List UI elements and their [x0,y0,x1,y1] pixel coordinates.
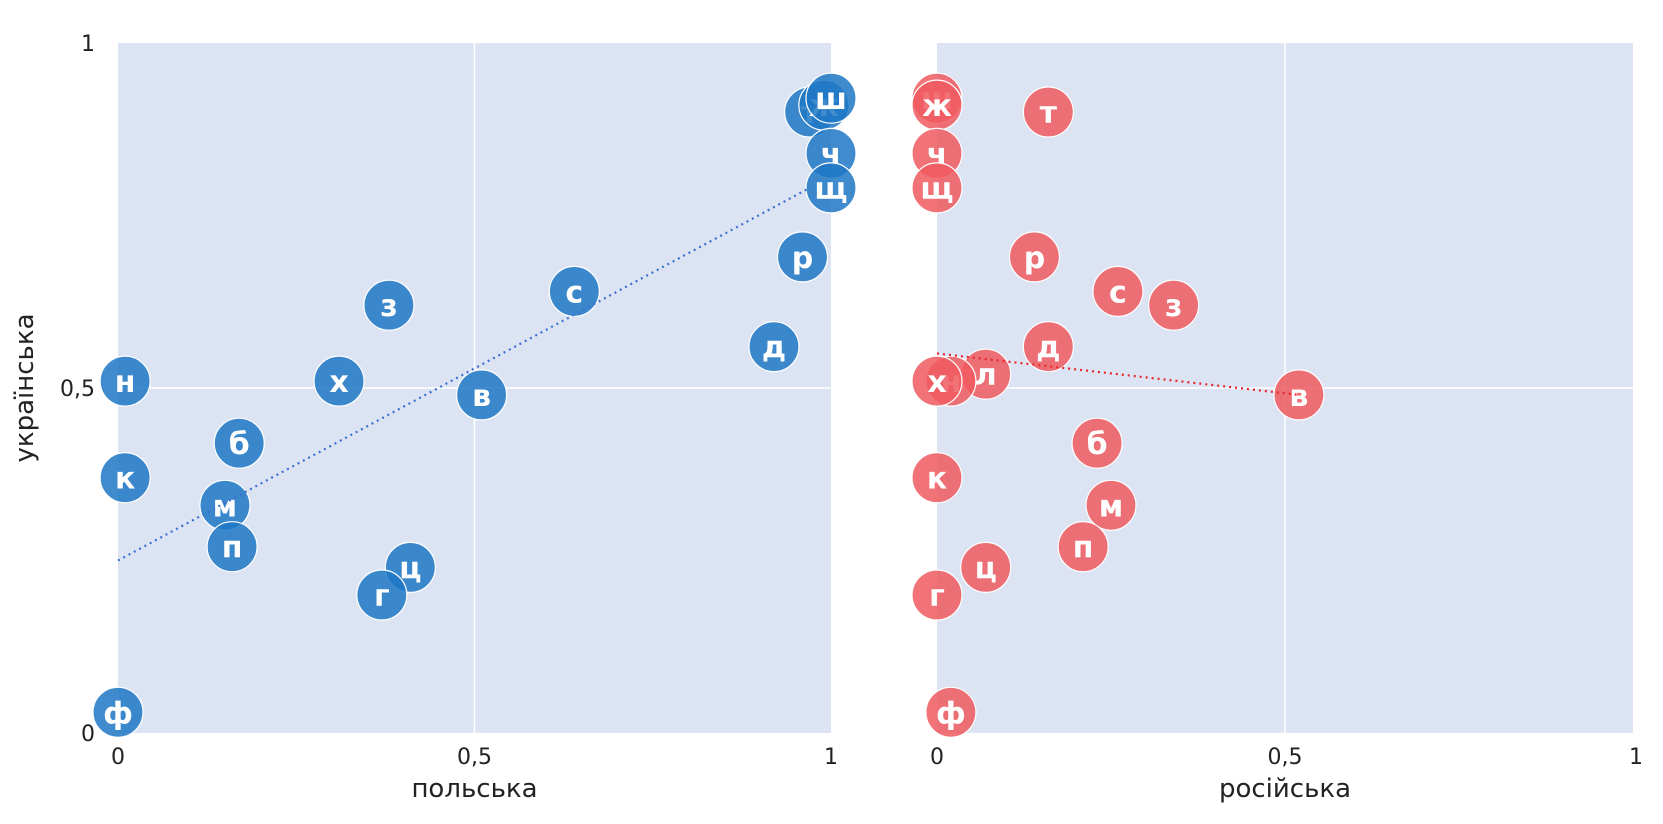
x-axis-title: польська [411,774,537,804]
x-tick-label: 0 [930,745,944,770]
data-point-б [1071,417,1123,469]
data-point-label: б [1087,427,1108,462]
data-point-label: ц [399,551,421,586]
data-point-label: ш [815,82,847,117]
data-point-з [363,279,415,331]
data-point-н [99,355,151,407]
data-point-р [776,231,829,283]
data-point-с [548,265,600,317]
data-point-п [1057,521,1109,573]
x-tick-label: 0,5 [1268,745,1303,770]
data-point-в [456,369,508,421]
data-point-label: г [929,579,945,614]
data-point-г [356,569,408,621]
data-point-б [213,417,265,469]
data-point-ц [960,541,1012,594]
trendline [117,186,811,562]
scatter-panel-polish: 00,5100,51польськаукраїнськатжшчщрсзднхв… [10,32,857,804]
data-point-label: п [222,531,243,566]
x-axis-title: російська [1219,774,1351,804]
data-point-д [1022,321,1074,373]
y-tick-label: 0 [81,722,95,747]
data-point-label: м [213,489,238,524]
data-point-label: к [115,462,135,497]
data-point-label: д [762,331,786,366]
data-point-к [99,452,151,504]
data-point-label: ц [975,551,997,586]
data-point-щ [805,162,857,214]
data-point-label: х [927,365,946,400]
trendline [936,352,1300,396]
data-point-р [1008,231,1061,283]
x-tick-label: 1 [824,745,838,770]
data-point-в [1273,369,1325,421]
data-point-label: н [115,365,136,400]
data-point-х [911,355,963,407]
data-point-label: ф [103,696,133,731]
data-point-ш [805,72,857,124]
data-point-label: т [1040,96,1058,131]
data-point-ф [92,686,144,738]
data-point-label: в [472,379,491,414]
data-point-label: р [1024,241,1045,276]
data-point-д [748,321,800,373]
x-tick-label: 0 [111,745,125,770]
data-point-т [1022,86,1074,138]
scatter-panel-russian: 00,51російськашжтчщрсздлнхвбкмпцгф [911,43,1643,804]
data-point-label: щ [814,172,847,207]
data-point-label: з [380,289,397,324]
data-point-м [1085,479,1137,531]
data-point-х [313,355,365,407]
x-tick-label: 0,5 [457,745,492,770]
data-point-п [206,521,258,573]
y-tick-label: 1 [81,32,95,57]
data-point-щ [911,162,963,214]
data-point-ф [925,686,977,738]
data-point-с [1092,265,1144,317]
data-point-label: д [1036,331,1060,366]
data-point-label: к [927,462,947,497]
data-point-к [911,452,963,504]
data-point-label: з [1165,289,1182,324]
data-point-з [1148,279,1200,331]
data-point-label: ф [936,696,966,731]
data-point-label: с [1109,275,1127,310]
y-tick-label: 0,5 [60,377,95,402]
data-point-label: щ [920,172,953,207]
data-point-label: м [1099,489,1124,524]
y-axis-title: українська [10,313,40,462]
data-point-label: л [975,358,997,393]
data-point-label: р [792,241,813,276]
data-point-г [911,569,963,621]
data-point-label: ж [922,89,952,124]
data-point-label: г [374,579,390,614]
data-point-label: п [1073,531,1094,566]
data-point-label: х [329,365,348,400]
data-point-label: в [1289,379,1308,414]
data-point-label: с [565,275,583,310]
x-tick-label: 1 [1629,745,1643,770]
data-point-label: б [229,427,250,462]
